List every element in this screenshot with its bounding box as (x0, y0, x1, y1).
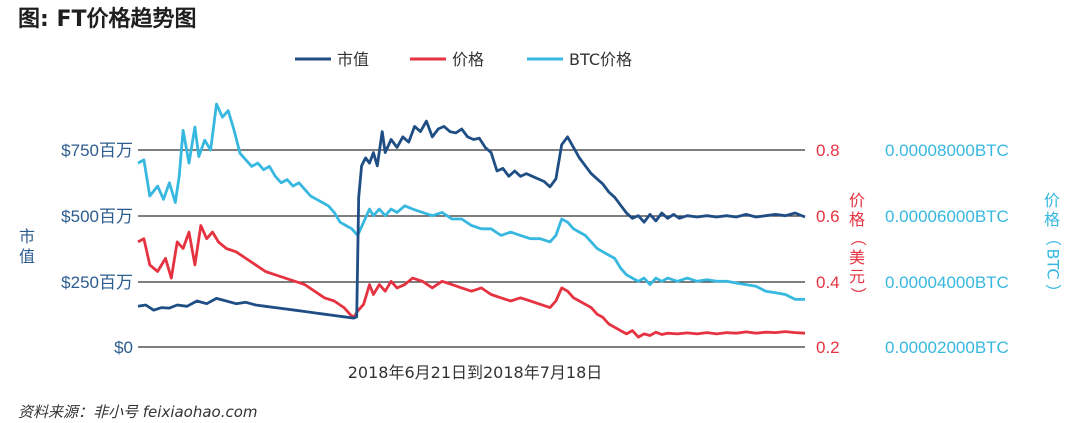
price-tick-label: 0.2 (816, 338, 840, 357)
price-axis-title-char: 美 (849, 248, 865, 267)
left-axis-title: 市值 (19, 227, 35, 266)
left-tick-label: $250百万 (61, 273, 133, 292)
btc-tick-label: 0.00002000BTC (885, 338, 1009, 357)
left-axis-ticks: $0 $250百万 $500百万 $750百万 (61, 141, 133, 357)
price-axis-title-char: ） (849, 287, 868, 303)
price-axis-ticks: 0.2 0.4 0.6 0.8 (816, 141, 840, 357)
btc-axis-title-char: （ (1044, 230, 1063, 246)
price-axis-title-char: 元 (849, 267, 865, 286)
price-tick-label: 0.4 (816, 273, 840, 292)
price-axis-title-char: 价 (849, 191, 865, 210)
btc-axis-title: 价格（ BTC ） (1044, 191, 1063, 300)
price-tick-label: 0.6 (816, 207, 840, 226)
price-axis-title-char: （ (849, 230, 868, 246)
chart-title: 图: FT价格趋势图 (18, 6, 197, 32)
left-tick-label: $0 (114, 338, 133, 357)
left-axis-title-char: 值 (19, 247, 35, 266)
btc-tick-label: 0.00006000BTC (885, 207, 1009, 226)
btc-axis-title-char: 价 (1044, 191, 1060, 210)
gridlines (138, 149, 805, 348)
price-axis-title: 价格（ 美元） (849, 191, 868, 303)
left-axis-title-char: 市 (19, 227, 35, 246)
left-tick-label: $500百万 (61, 207, 133, 226)
price-tick-label: 0.8 (816, 141, 840, 160)
legend: 市值 价格 BTC价格 (295, 50, 632, 69)
legend-label: BTC价格 (569, 50, 632, 69)
source-note: 资料来源：非小号 feixiaohao.com (18, 403, 258, 421)
btc-tick-label: 0.00004000BTC (885, 273, 1009, 292)
btc-tick-label: 0.00008000BTC (885, 141, 1009, 160)
btc-axis-title-char: BTC (1044, 249, 1063, 280)
market-cap-line (137, 119, 806, 320)
series-layer (137, 102, 806, 339)
btc-axis-title-char: ） (1044, 284, 1063, 300)
price-axis-title-char: 格 (849, 210, 865, 229)
legend-label: 市值 (337, 50, 369, 69)
price-btc-line (137, 102, 805, 301)
btc-axis-title-char: 格 (1044, 210, 1060, 229)
x-axis-label: 2018年6月21日到2018年7月18日 (348, 363, 603, 382)
btc-axis-ticks: 0.00002000BTC 0.00004000BTC 0.00006000BTC 0… (885, 141, 1009, 357)
legend-label: 价格 (452, 50, 484, 69)
price-usd-line (137, 224, 806, 339)
left-tick-label: $750百万 (61, 141, 133, 160)
